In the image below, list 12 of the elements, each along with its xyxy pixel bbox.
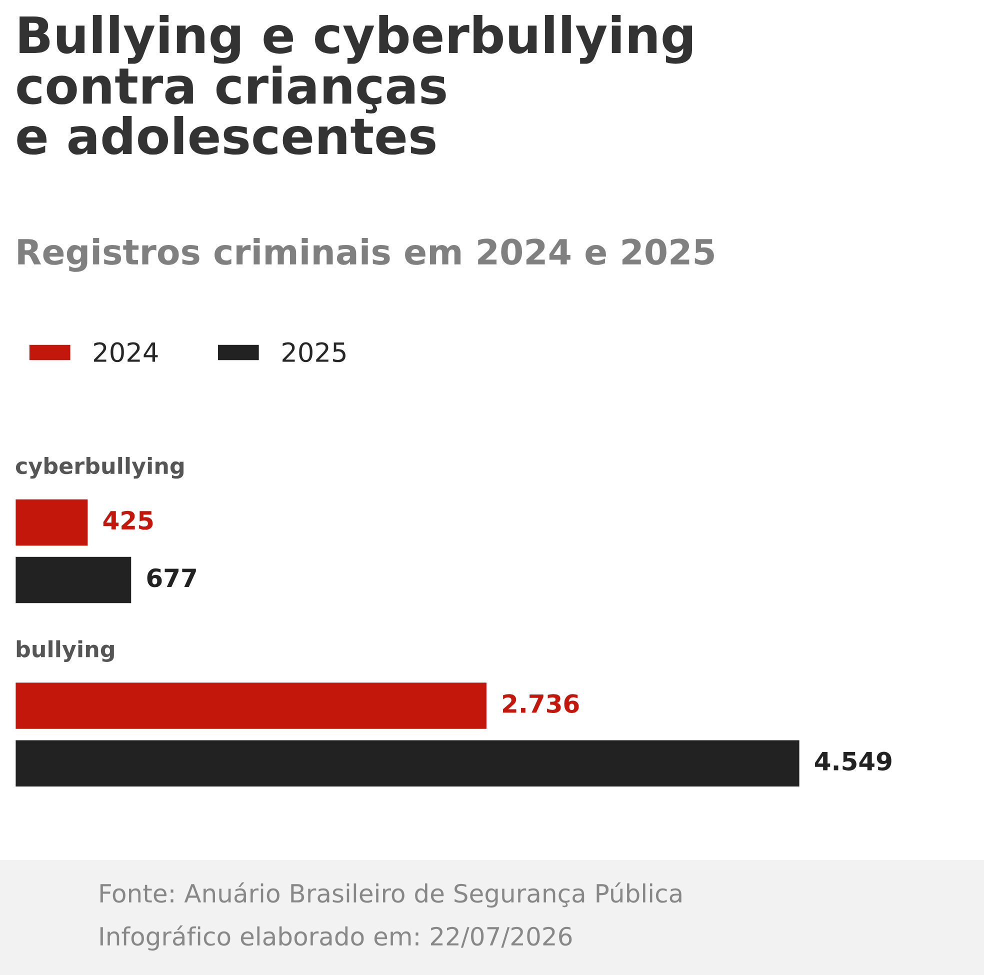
- data-label: 2.736: [503, 694, 579, 714]
- y-tick-label: cyberbullying: [16, 456, 184, 479]
- data-label: 677: [147, 568, 196, 588]
- legend-label: 2025: [282, 342, 346, 362]
- y-tick-label: bullying: [16, 640, 114, 662]
- legend-label: 2024: [94, 342, 158, 362]
- chart-title: Bullying e cyberbullying contra crianças e adolescentes: [17, 15, 692, 155]
- text: Infográfico elaborado em: 22/07/2026: [100, 925, 572, 951]
- source-note: Fonte: Anuário Brasileiro de Segurança Pública: [100, 882, 682, 908]
- data-label: 4.549: [815, 752, 892, 771]
- chart-subtitle: Registros criminais em 2024 e 2025: [18, 238, 714, 272]
- data-label: 425: [103, 510, 153, 530]
